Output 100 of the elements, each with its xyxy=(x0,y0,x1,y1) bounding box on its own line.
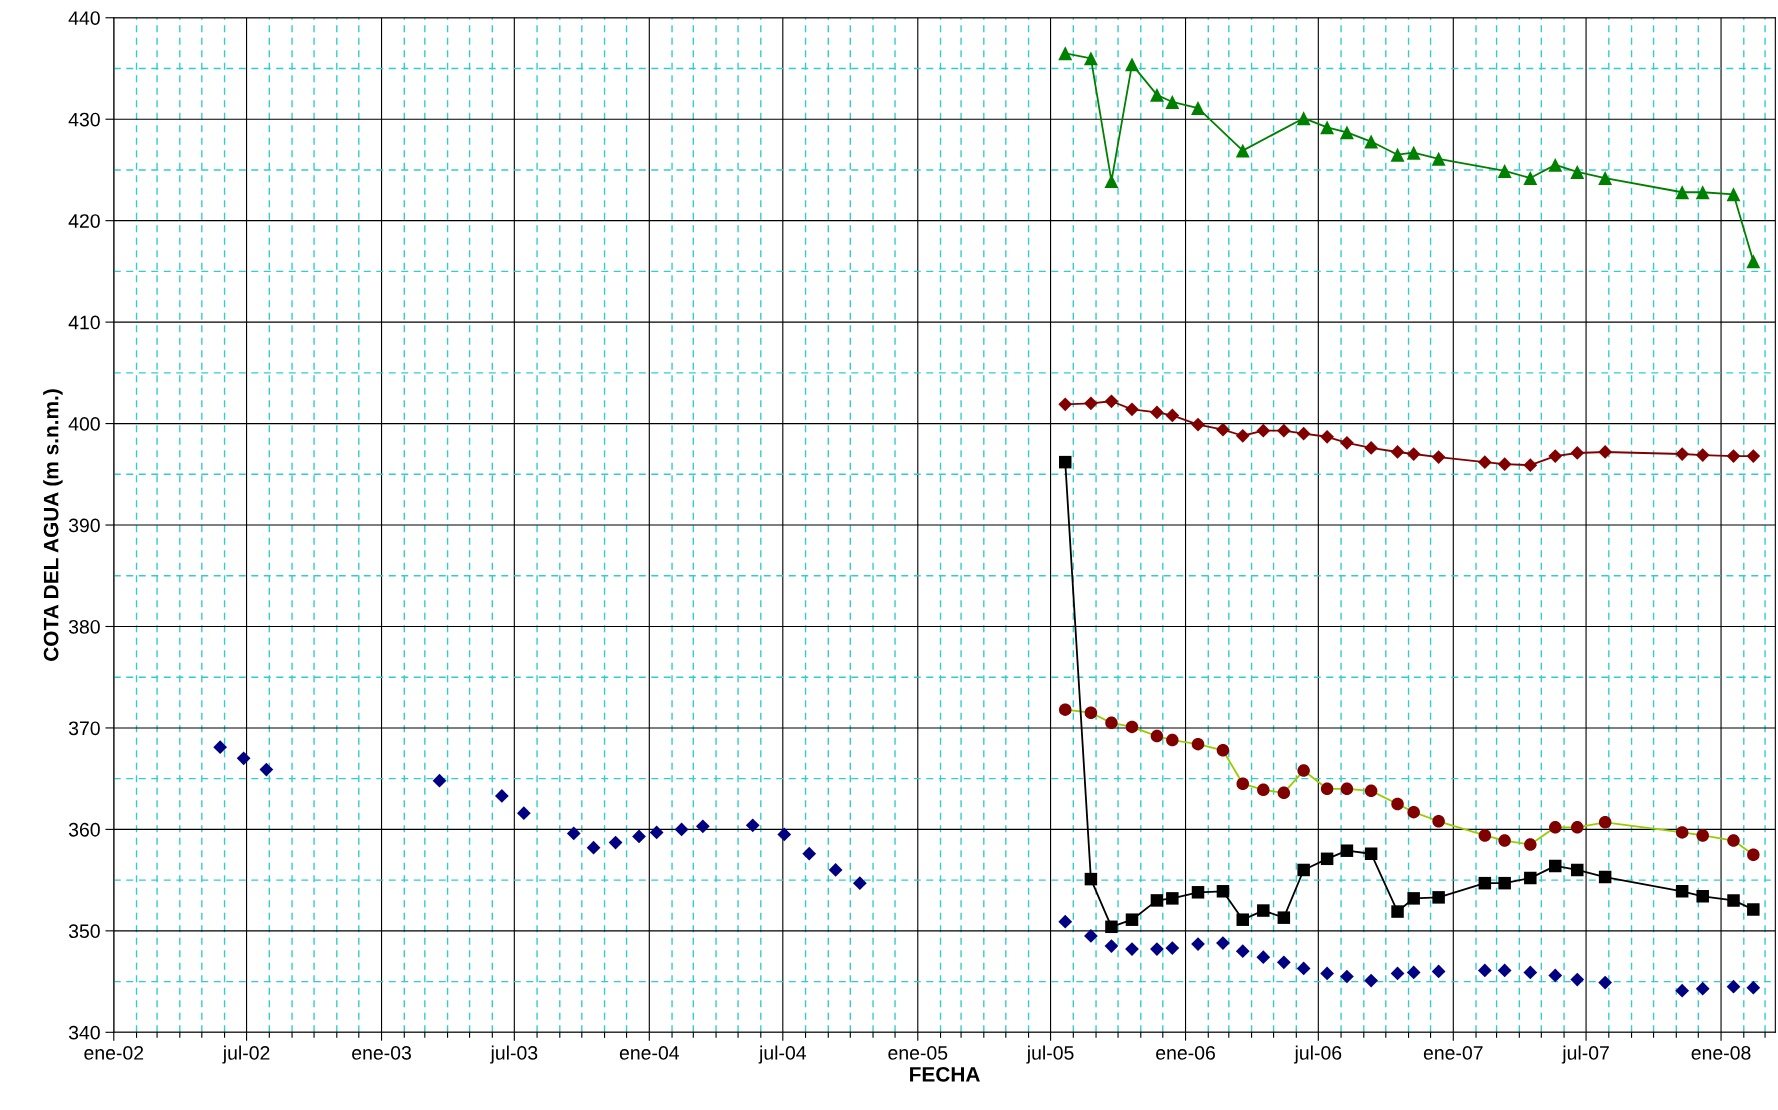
point xyxy=(1524,838,1537,851)
point xyxy=(213,740,228,755)
y-tick-label: 420 xyxy=(68,214,100,228)
x-axis-title: FECHA xyxy=(910,1066,980,1082)
point xyxy=(1364,441,1379,455)
point xyxy=(1364,847,1378,860)
point xyxy=(1406,965,1421,980)
point xyxy=(1276,955,1291,970)
point xyxy=(1104,939,1119,953)
point xyxy=(1320,120,1335,135)
point xyxy=(802,846,817,861)
point xyxy=(1320,782,1334,796)
point xyxy=(1432,891,1445,904)
point xyxy=(1320,852,1334,866)
point xyxy=(1257,904,1270,917)
point xyxy=(1058,46,1073,61)
point xyxy=(1084,706,1098,719)
point xyxy=(236,751,251,766)
point xyxy=(1191,101,1205,115)
point xyxy=(1296,426,1311,441)
x-tick-label: ene-04 xyxy=(619,1046,680,1060)
point xyxy=(1084,872,1098,886)
point xyxy=(1058,703,1072,716)
point xyxy=(1256,423,1271,438)
point xyxy=(1746,980,1761,995)
point xyxy=(1478,876,1492,890)
point xyxy=(1570,972,1585,987)
point xyxy=(1083,51,1098,66)
y-tick-label: 440 xyxy=(68,11,100,25)
point xyxy=(1364,134,1379,149)
x-tick-label: ene-06 xyxy=(1156,1046,1215,1060)
point xyxy=(1084,396,1098,411)
point xyxy=(1297,764,1310,777)
point xyxy=(745,818,760,833)
point xyxy=(1165,95,1180,109)
point xyxy=(1256,950,1271,965)
x-tick-label: jul-04 xyxy=(758,1045,807,1064)
point xyxy=(1340,844,1354,857)
point xyxy=(1235,143,1250,158)
point xyxy=(1675,983,1690,998)
point xyxy=(1406,145,1421,160)
point xyxy=(1296,961,1311,976)
y-tick-label: 410 xyxy=(68,315,100,330)
point xyxy=(1165,941,1180,955)
point xyxy=(852,876,867,891)
point xyxy=(1598,975,1613,990)
point xyxy=(1598,870,1612,884)
point xyxy=(1340,969,1354,984)
point xyxy=(1548,157,1563,172)
point xyxy=(1747,903,1760,916)
point xyxy=(1166,892,1179,905)
point xyxy=(1548,449,1563,463)
point xyxy=(1726,449,1741,463)
point xyxy=(1150,729,1164,743)
x-tick-label: jul-02 xyxy=(222,1045,270,1064)
point xyxy=(1498,834,1511,847)
point xyxy=(1391,905,1404,918)
x-tick-label: jul-05 xyxy=(1026,1045,1074,1064)
point xyxy=(1432,815,1445,828)
y-tick-label: 340 xyxy=(68,1025,100,1040)
point xyxy=(1431,450,1446,464)
point xyxy=(1571,863,1584,877)
point xyxy=(1058,914,1073,929)
point xyxy=(259,762,274,777)
point xyxy=(494,789,509,803)
y-tick-label: 400 xyxy=(68,417,100,431)
point xyxy=(1390,445,1405,459)
x-tick-label: ene-07 xyxy=(1423,1046,1483,1060)
point xyxy=(1166,733,1179,747)
point xyxy=(1431,964,1446,979)
point xyxy=(1524,871,1537,885)
point xyxy=(1498,876,1511,890)
point xyxy=(1747,848,1760,862)
point xyxy=(1150,405,1164,420)
y-tick-label: 370 xyxy=(68,721,100,736)
point xyxy=(1276,423,1291,438)
point xyxy=(1675,447,1690,461)
point xyxy=(1497,963,1512,978)
point xyxy=(1746,449,1761,463)
point xyxy=(1406,447,1421,461)
x-tick-label: ene-08 xyxy=(1691,1046,1751,1060)
point xyxy=(1235,944,1250,959)
point xyxy=(1058,455,1072,469)
point xyxy=(1598,816,1612,829)
point xyxy=(1598,171,1613,185)
point xyxy=(1497,457,1512,472)
point xyxy=(1125,402,1139,417)
x-tick-label: jul-07 xyxy=(1561,1045,1609,1064)
point xyxy=(1364,784,1378,798)
x-tick-label: ene-05 xyxy=(888,1046,948,1060)
point xyxy=(1548,968,1563,983)
point xyxy=(432,773,447,788)
point xyxy=(1431,151,1446,166)
point xyxy=(586,840,601,855)
point xyxy=(1340,782,1354,796)
point xyxy=(1364,973,1379,988)
point xyxy=(1277,786,1291,800)
point xyxy=(1236,913,1250,926)
point xyxy=(1549,859,1562,873)
point xyxy=(1478,829,1492,842)
